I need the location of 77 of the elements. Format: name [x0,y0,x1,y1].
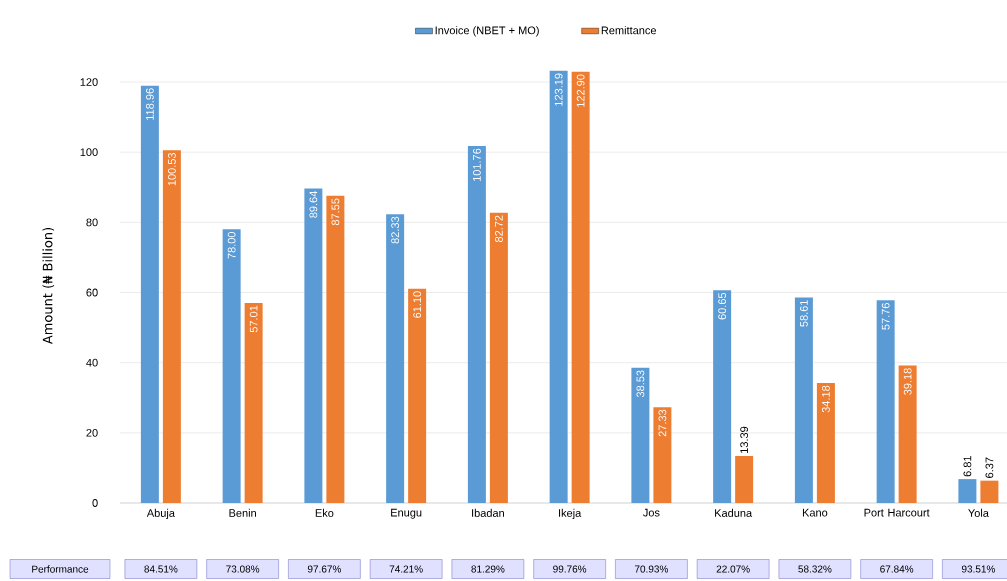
x-tick-label: Jos [643,508,660,517]
legend-label: Remittance [601,26,657,35]
y-axis-title: Amount (₦ Billion) [42,227,55,345]
bar [326,195,345,503]
bar [713,290,732,503]
text: 93.51% [961,565,995,573]
text: 58.32% [798,565,832,573]
data-label: 27.33 [658,409,667,437]
text: 73.08% [226,565,260,573]
text: 74.21% [389,565,423,573]
x-tick-label: Abuja [146,508,175,520]
x-tick-label: Eko [315,508,334,517]
data-label: 122.90 [576,74,585,107]
data-label: 82.72 [494,215,503,243]
y-tick-label: 0 [92,499,98,507]
y-tick-label: 60 [86,288,98,297]
bar [958,479,977,503]
bar [980,480,999,503]
data-label: 87.55 [331,198,340,226]
bar [244,303,263,503]
bar [408,288,427,503]
x-tick-label: Port Harcourt [864,508,930,517]
data-label: 57.01 [249,305,258,333]
y-tick-label: 40 [86,358,98,367]
data-label: 78.00 [227,232,236,259]
x-tick-label: Ibadan [472,508,504,517]
x-tick-label: Kano [802,508,828,517]
x-tick-label: Ikeja [559,508,582,520]
bar [222,229,241,503]
data-label: 6.37 [985,457,994,478]
data-label: 101.76 [472,148,481,182]
data-label: 57.76 [881,303,890,330]
bar [549,70,568,503]
data-label: 38.53 [636,370,645,398]
y-tick-label: 20 [86,428,98,437]
data-label: 39.18 [903,368,912,395]
data-label: 6.81 [963,456,972,477]
bar [816,383,835,503]
x-tick-label: Enugu [391,508,422,519]
bar [631,367,650,503]
data-label: 118.96 [145,88,154,120]
text: Performance [32,565,89,573]
y-tick-label: 120 [80,78,98,86]
data-label: 34.18 [821,385,830,413]
text: 97.67% [307,565,341,573]
bar [571,71,590,503]
data-label: 58.61 [799,300,808,327]
text: 84.51% [144,565,178,573]
data-label: 89.64 [309,191,318,218]
x-tick-label: Yola [968,508,989,517]
text: 81.29% [471,565,505,573]
bar [898,365,917,503]
bar [653,407,672,503]
bar [794,297,813,503]
text: 67.84% [880,565,914,573]
bar [162,150,181,503]
x-tick-label: Kaduna [715,508,753,517]
bar [876,300,895,503]
bar [304,188,323,503]
data-label: 60.65 [718,292,727,320]
bar [386,214,405,503]
bar [735,456,754,503]
text: 22.07% [716,565,750,573]
x-tick-label: Benin [229,508,256,517]
bar [489,212,508,503]
data-label: 82.33 [391,216,400,244]
legend-label: Invoice (NBET + MO) [435,26,539,37]
y-tick-label: 80 [86,218,98,227]
data-label: 123.19 [554,73,563,106]
data-label: 13.39 [740,426,749,453]
data-label: 61.10 [413,291,422,318]
data-label: 100.53 [167,153,176,186]
bar [467,146,486,503]
text: 70.93% [634,565,668,573]
y-tick-label: 100 [80,148,98,157]
bar [140,85,159,503]
text: 99.76% [553,565,587,573]
